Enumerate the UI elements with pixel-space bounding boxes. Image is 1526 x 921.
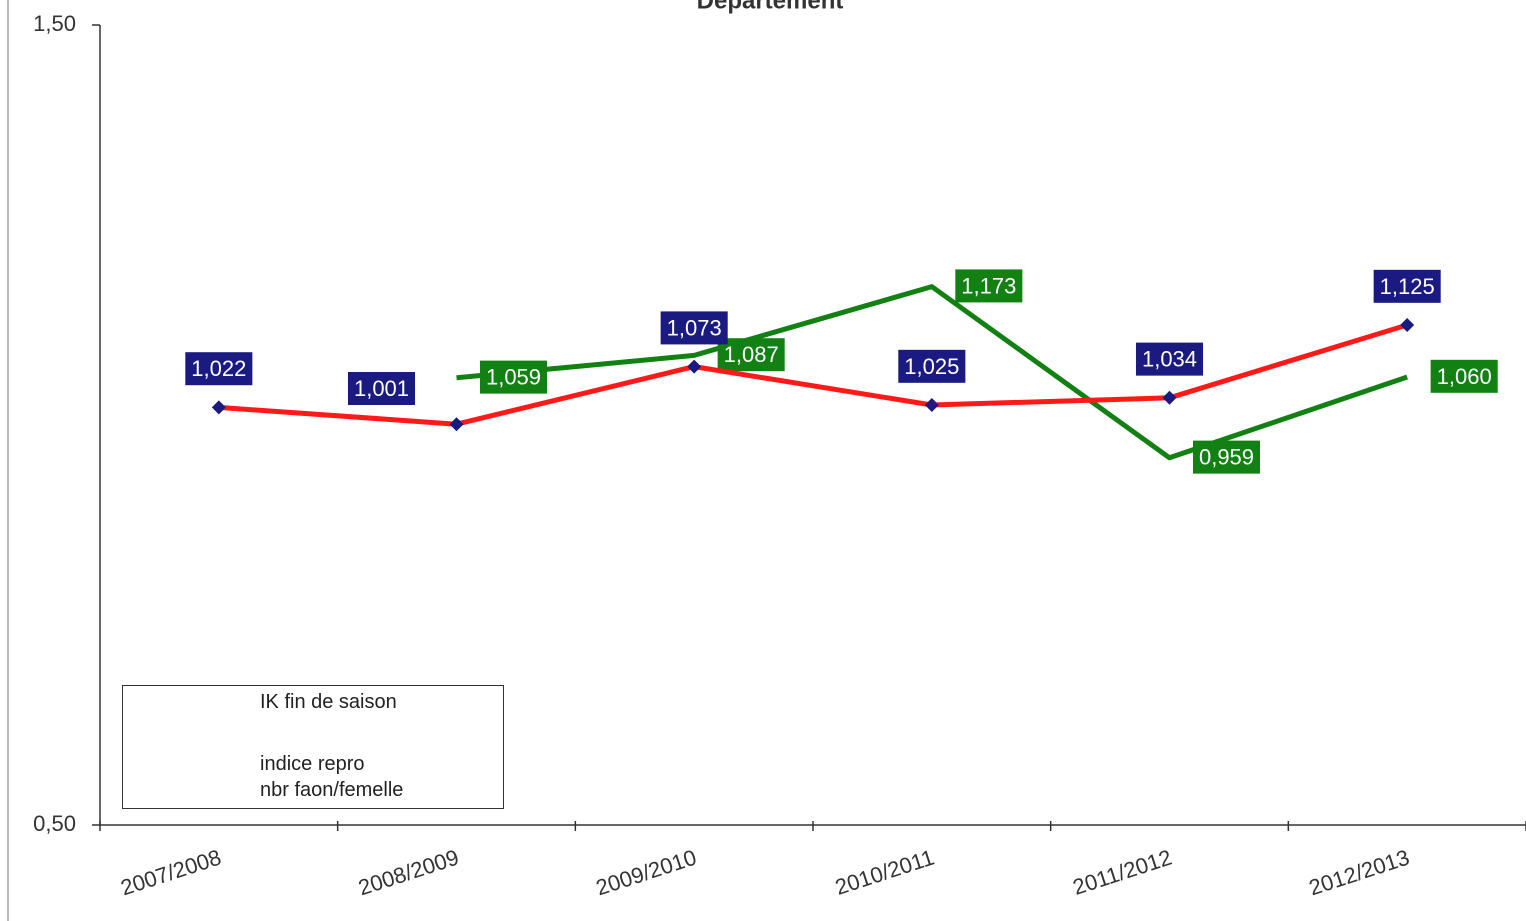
y-tick-label: 1,50 [33,11,76,36]
x-tick-label: 2010/2011 [832,845,937,900]
x-tick-label: 2007/2008 [118,845,225,901]
data-label-box [347,372,416,406]
series-line [456,284,1408,461]
data-label-text: 1,087 [724,342,779,367]
data-label-text: 1,025 [904,354,959,379]
point-marker [1162,390,1177,405]
data-label: 1,173 [955,269,1023,303]
legend [122,685,504,809]
point-marker [1400,318,1415,332]
point-marker [924,398,939,412]
x-tick-label: 2009/2010 [593,845,700,901]
x-tick-label: 2008/2009 [355,845,462,901]
x-tick-label: 2012/2013 [1306,845,1413,901]
data-label: 1,022 [185,352,253,386]
data-label: 1,001 [347,372,416,406]
data-label-text: 1,059 [486,365,541,390]
data-label-text: 1,173 [961,273,1016,298]
data-label-box [1430,359,1498,393]
legend-label: IK fin de saison [260,691,397,713]
data-label-box [1373,269,1441,303]
data-label: 1,087 [717,338,785,372]
data-label: 1,034 [1135,342,1204,376]
data-label-text: 1,022 [191,356,246,381]
point-marker [211,400,226,415]
chart-title: Departement [697,0,844,14]
data-label: 1,025 [898,349,966,383]
data-label: 0,959 [1192,440,1261,474]
data-label: 1,059 [479,360,548,394]
data-label-text: 1,060 [1437,364,1492,389]
data-label-box [717,338,785,372]
data-label-text: 0,959 [1199,445,1254,470]
legend-label: indice repro nbr faon/femelle [260,753,404,801]
data-label-box [898,349,966,383]
data-label: 1,060 [1430,359,1498,393]
data-label-text: 1,125 [1380,274,1435,299]
x-tick-label: 2011/2012 [1070,845,1175,900]
data-label-box [1192,440,1261,474]
data-label-text: 1,034 [1142,347,1197,372]
data-label-text: 1,001 [354,376,409,401]
y-tick-label: 0,50 [33,811,76,836]
data-label: 1,125 [1373,269,1441,303]
data-label-text: 1,073 [667,315,722,340]
series-line [218,322,1408,427]
data-label-box [185,352,253,386]
data-label-box [955,269,1023,303]
point-marker [687,359,702,374]
data-label-box [660,311,728,345]
data-label-box [1135,342,1204,376]
data-label: 1,073 [660,311,728,345]
point-marker [449,417,464,432]
data-label-box [479,360,548,394]
